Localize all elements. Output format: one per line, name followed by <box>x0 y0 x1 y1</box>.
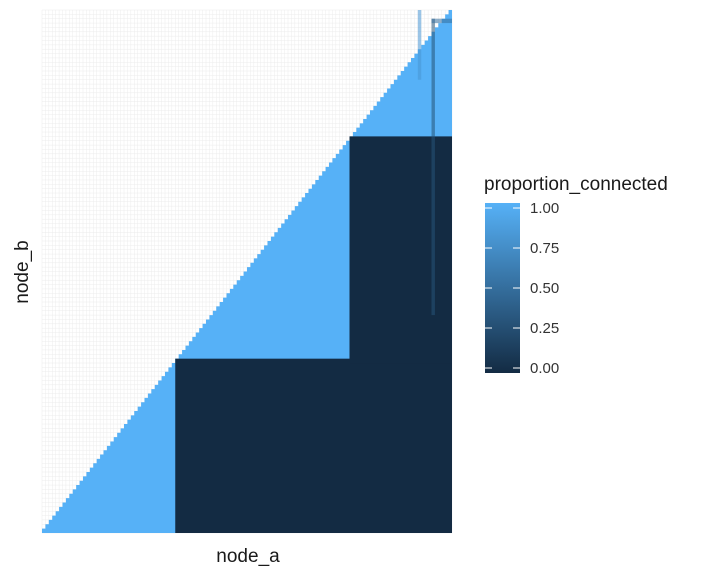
heatmap-faint-line <box>431 18 435 316</box>
y-axis-label: node_b <box>12 240 33 303</box>
legend-tick-label: 1.00 <box>530 200 559 217</box>
heatmap-block <box>175 358 452 533</box>
plot-panel <box>41 9 453 534</box>
legend-tick-label: 0.25 <box>530 320 559 337</box>
heatmap-faint-line <box>431 18 452 24</box>
legend-tick-label: 0.00 <box>530 360 559 377</box>
legend-tick-label: 0.75 <box>530 240 559 257</box>
x-axis-label: node_a <box>216 546 280 567</box>
heatmap-faint-line <box>417 10 422 80</box>
legend-tick-label: 0.50 <box>530 280 559 297</box>
heatmap-block <box>349 136 452 364</box>
legend: proportion_connected 0.00 0.25 0.50 0.75 1.0… <box>484 174 668 377</box>
legend-title: proportion_connected <box>484 174 668 195</box>
